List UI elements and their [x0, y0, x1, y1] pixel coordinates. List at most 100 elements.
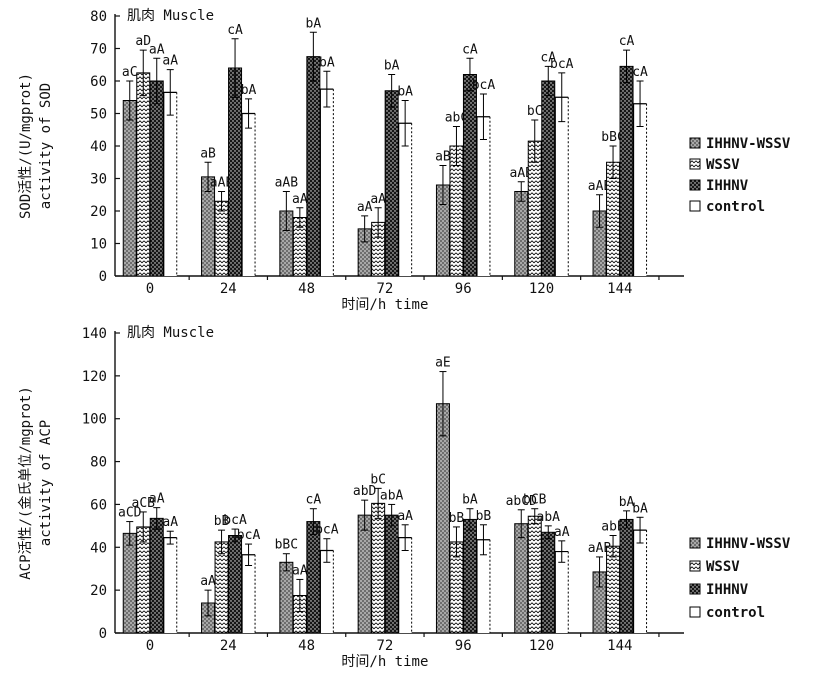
bar-control — [163, 537, 177, 633]
sig-label: abB — [601, 520, 625, 535]
y-tick-label: 80 — [90, 455, 107, 471]
x-tick-label: 96 — [455, 281, 472, 297]
x-axis-title: 时间/h time — [341, 297, 428, 313]
bar-IHHNV — [228, 67, 243, 277]
sig-label: bBC — [601, 130, 624, 145]
bar-IHHNV — [384, 514, 399, 634]
sig-label: cA — [632, 65, 648, 80]
legend-swatch-IHHNV-WSSV — [689, 537, 701, 549]
sig-label: bB — [476, 509, 492, 524]
bar-outline — [163, 537, 177, 633]
bar-IHHNV — [228, 535, 243, 634]
x-tick-label: 0 — [146, 281, 154, 297]
sig-label: aA — [200, 574, 216, 589]
sig-label: aAB — [210, 176, 234, 191]
sig-label: aE — [435, 356, 451, 371]
x-tick-label: 120 — [529, 281, 554, 297]
sig-label: aAB — [275, 176, 299, 191]
sig-label: cA — [619, 34, 635, 49]
y-tick-label: 20 — [90, 583, 107, 599]
legend-item: WSSV — [689, 559, 740, 575]
y-tick-label: 40 — [90, 540, 107, 556]
sig-label: aA — [149, 492, 165, 507]
sig-label: cA — [540, 50, 556, 65]
bar-IHHNV — [149, 517, 164, 634]
bar-outline — [163, 91, 177, 276]
sig-label: bC — [527, 104, 543, 119]
sig-label: bcA — [550, 57, 574, 72]
bar-control — [476, 116, 490, 276]
bar-WSSV — [214, 200, 229, 277]
bar-outline — [632, 529, 647, 633]
sig-label: bBC — [275, 538, 298, 553]
legend-item: control — [689, 605, 765, 621]
legend-label: IHHNV — [706, 178, 749, 194]
sig-label: aB — [435, 150, 451, 165]
bar-outline — [554, 550, 569, 633]
bar-outline — [241, 554, 256, 633]
y-tick-label: 50 — [90, 107, 107, 123]
bar-control — [633, 530, 647, 633]
sig-label: bA — [241, 83, 257, 98]
sod-chart: 0 10 20 30 40 50 60 70 80 0 24 48 72 96 120 144 肌肉 Muscl… — [18, 8, 791, 313]
bar-control — [398, 123, 412, 276]
legend-swatch-IHHNV — [689, 583, 701, 595]
bar-outline — [398, 537, 412, 633]
x-tick-label: 48 — [298, 638, 315, 654]
legend-item: IHHNV — [689, 582, 749, 598]
legend-swatch-control — [689, 200, 701, 212]
sig-label: aB — [200, 146, 216, 161]
legend-item: WSSV — [689, 157, 740, 173]
x-tick-label: 24 — [220, 638, 237, 654]
sig-label: aA — [149, 42, 165, 57]
sig-label: bA — [384, 59, 400, 74]
sig-label: bB — [449, 511, 465, 526]
bar-control — [320, 89, 334, 276]
sig-label: aCB — [132, 496, 156, 511]
sig-label: aA — [554, 525, 570, 540]
bar-IHHNV — [619, 518, 634, 634]
y-tick-label: 10 — [90, 237, 107, 253]
bar-IHHNV-WSSV — [435, 403, 450, 634]
bar-IHHNV — [462, 518, 477, 634]
sig-label: abD — [353, 484, 377, 499]
legend-item: IHHNV — [689, 178, 749, 194]
sig-label: bcA — [223, 513, 247, 528]
bar-IHHNV — [541, 531, 556, 634]
legend-item: IHHNV-WSSV — [689, 536, 791, 552]
legend-label: control — [706, 605, 765, 621]
sig-label: abC — [445, 111, 468, 126]
sig-label: cA — [462, 42, 478, 57]
y-axis-title-en: activity of ACP — [38, 420, 54, 546]
y-tick-label: 120 — [82, 369, 107, 385]
bar-control — [242, 554, 256, 633]
bar-outline — [476, 116, 490, 276]
panel-title: 肌肉 Muscle — [127, 325, 214, 341]
sig-label: bCB — [523, 493, 547, 508]
y-tick-label: 70 — [90, 42, 107, 58]
y-axis-title-cn: SOD活性/(U/mgprot) — [18, 73, 34, 219]
y-tick-label: 100 — [82, 412, 107, 428]
bar-IHHNV-WSSV — [122, 532, 137, 634]
sig-label: bA — [462, 493, 478, 508]
bar-control — [398, 537, 412, 633]
bar-outline — [319, 88, 334, 276]
legend-label: control — [706, 199, 765, 215]
legend-swatch-control — [689, 606, 701, 618]
y-axis-title-en: activity of SOD — [38, 83, 54, 209]
legend-swatch-IHHNV — [689, 179, 701, 191]
sig-label: bA — [397, 85, 413, 100]
legend-item: control — [689, 199, 765, 215]
sig-label: aAB — [588, 541, 612, 556]
legend-label: WSSV — [706, 559, 740, 575]
sig-label: bcA — [472, 78, 496, 93]
legend-label: IHHNV-WSSV — [706, 136, 791, 152]
sig-label: aA — [162, 515, 178, 530]
bar-control — [555, 551, 569, 633]
sig-label: bA — [319, 55, 335, 70]
y-tick-label: 140 — [82, 326, 107, 342]
sig-label: abA — [537, 510, 561, 525]
sig-label: aAB — [510, 166, 534, 181]
bar-control — [320, 550, 334, 633]
